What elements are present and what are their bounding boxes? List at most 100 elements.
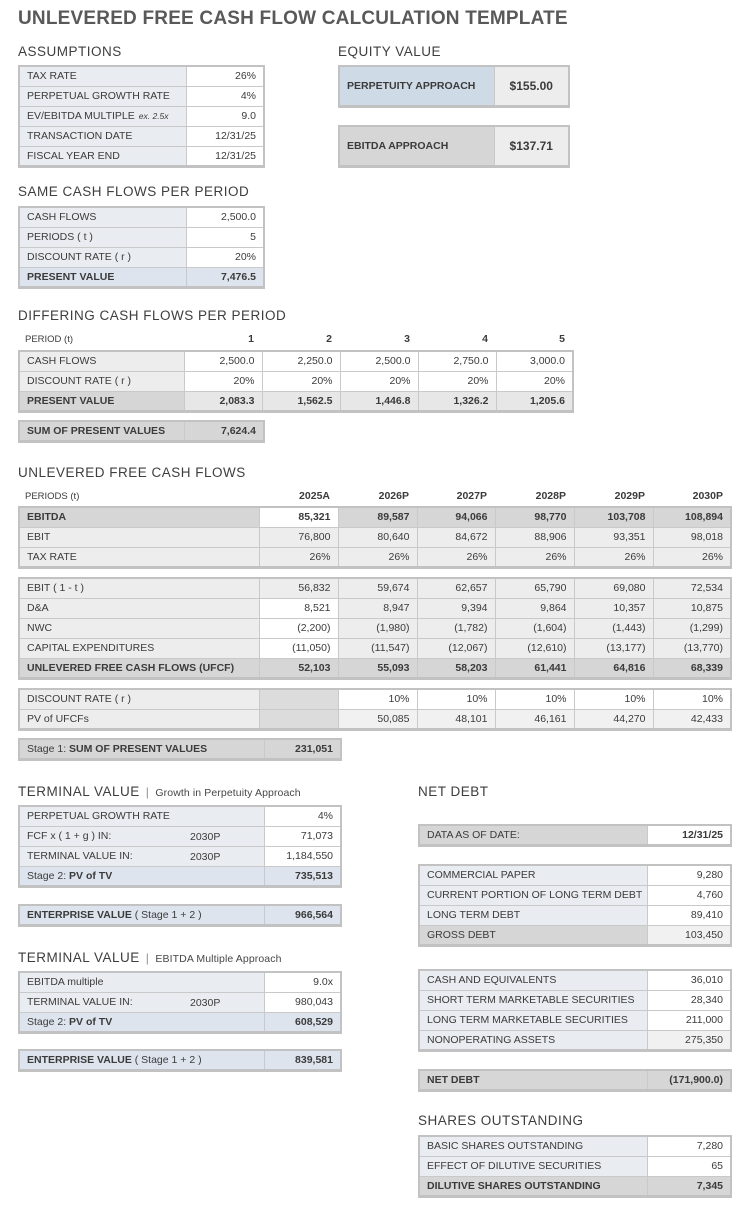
value-cell[interactable]: 89,587 bbox=[337, 506, 418, 528]
value-cell[interactable]: 8,947 bbox=[337, 597, 418, 619]
value-cell[interactable]: 28,340 bbox=[646, 989, 732, 1011]
row-label-cell[interactable]: EBIT ( 1 - t ) bbox=[18, 577, 260, 599]
row-label-cell[interactable]: CASH AND EQUIVALENTS bbox=[418, 969, 648, 991]
value-cell[interactable]: 1,184,550 bbox=[263, 845, 342, 867]
value-cell[interactable]: 26% bbox=[416, 546, 496, 568]
row-label-cell[interactable]: PV of UFCFs bbox=[18, 708, 260, 730]
enterprise-value-value-cell[interactable]: 966,564 bbox=[263, 904, 342, 926]
value-cell[interactable]: (12,610) bbox=[494, 637, 575, 659]
value-cell[interactable]: 44,270 bbox=[573, 708, 654, 730]
value-cell[interactable]: 26% bbox=[573, 546, 654, 568]
value-cell[interactable]: 85,321 bbox=[258, 506, 339, 528]
row-label-cell[interactable]: NWC bbox=[18, 617, 260, 639]
row-label-cell[interactable]: EFFECT OF DILUTIVE SECURITIES bbox=[418, 1155, 648, 1177]
value-cell[interactable]: 65 bbox=[646, 1155, 732, 1177]
row-label-cell[interactable]: DISCOUNT RATE ( r ) bbox=[18, 370, 185, 392]
value-cell[interactable]: (1,299) bbox=[652, 617, 732, 639]
value-cell[interactable]: 59,674 bbox=[337, 577, 418, 599]
row-label-cell[interactable]: LONG TERM DEBT bbox=[418, 904, 648, 926]
row-label-cell[interactable]: EV/EBITDA MULTIPLE ex. 2.5x bbox=[18, 105, 187, 127]
value-cell[interactable]: 26% bbox=[652, 546, 732, 568]
value-cell[interactable]: (1,443) bbox=[573, 617, 654, 639]
ebitda-approach-value-cell[interactable]: $137.71 bbox=[493, 125, 570, 167]
value-cell[interactable]: (13,177) bbox=[573, 637, 654, 659]
row-label-cell[interactable]: TERMINAL VALUE IN: 2030P bbox=[18, 991, 265, 1013]
net-debt-label-cell[interactable]: NET DEBT bbox=[418, 1069, 648, 1091]
value-cell[interactable]: 2,250.0 bbox=[261, 350, 341, 372]
row-label-cell[interactable]: FISCAL YEAR END bbox=[18, 145, 187, 167]
value-cell[interactable]: (1,980) bbox=[337, 617, 418, 639]
row-label-cell[interactable]: TAX RATE bbox=[18, 546, 260, 568]
sum-value-cell[interactable]: 7,624.4 bbox=[183, 420, 265, 442]
value-cell[interactable]: 42,433 bbox=[652, 708, 732, 730]
enterprise-value-value-cell[interactable]: 839,581 bbox=[263, 1049, 342, 1071]
value-cell[interactable]: 98,018 bbox=[652, 526, 732, 548]
value-cell[interactable]: 56,832 bbox=[258, 577, 339, 599]
data-as-of-date-value-cell[interactable]: 12/31/25 bbox=[646, 824, 732, 846]
value-cell[interactable]: 10% bbox=[652, 688, 732, 710]
value-cell[interactable]: 10% bbox=[573, 688, 654, 710]
value-cell[interactable]: 58,203 bbox=[416, 657, 496, 679]
value-cell[interactable]: (11,050) bbox=[258, 637, 339, 659]
row-label-cell[interactable]: NONOPERATING ASSETS bbox=[418, 1029, 648, 1051]
value-cell[interactable]: 93,351 bbox=[573, 526, 654, 548]
value-cell[interactable]: 48,101 bbox=[416, 708, 496, 730]
value-cell[interactable]: 2,500.0 bbox=[183, 350, 263, 372]
value-cell[interactable]: 4,760 bbox=[646, 884, 732, 906]
row-label-cell[interactable]: EBIT bbox=[18, 526, 260, 548]
row-label-cell[interactable]: COMMERCIAL PAPER bbox=[418, 864, 648, 886]
value-cell[interactable]: 26% bbox=[258, 546, 339, 568]
value-cell[interactable]: 71,073 bbox=[263, 825, 342, 847]
fiscal-year-end-value-cell[interactable]: 12/31/25 bbox=[185, 145, 265, 167]
sum-label-cell[interactable]: SUM OF PRESENT VALUES bbox=[18, 420, 185, 442]
value-cell[interactable]: 1,205.6 bbox=[495, 390, 574, 412]
value-cell[interactable]: 211,000 bbox=[646, 1009, 732, 1031]
value-cell[interactable]: 26% bbox=[337, 546, 418, 568]
row-label-cell[interactable]: EBITDA bbox=[18, 506, 260, 528]
value-cell[interactable]: 108,894 bbox=[652, 506, 732, 528]
value-cell[interactable]: 10% bbox=[494, 688, 575, 710]
stage2-value-cell[interactable]: 608,529 bbox=[263, 1011, 342, 1033]
enterprise-value-label-cell[interactable]: ENTERPRISE VALUE ( Stage 1 + 2 ) bbox=[18, 904, 265, 926]
value-cell[interactable]: 275,350 bbox=[646, 1029, 732, 1051]
value-cell[interactable]: 2,750.0 bbox=[417, 350, 497, 372]
value-cell[interactable]: (12,067) bbox=[416, 637, 496, 659]
ebitda-multiple-value-cell[interactable]: 9.0 bbox=[185, 105, 265, 127]
value-cell[interactable]: 36,010 bbox=[646, 969, 732, 991]
value-cell[interactable]: 9,394 bbox=[416, 597, 496, 619]
value-cell[interactable]: 46,161 bbox=[494, 708, 575, 730]
present-value-label-cell[interactable]: PRESENT VALUE bbox=[18, 390, 185, 412]
value-cell[interactable]: 50,085 bbox=[337, 708, 418, 730]
empty-cell[interactable] bbox=[258, 708, 339, 730]
value-cell[interactable]: 89,410 bbox=[646, 904, 732, 926]
present-value-value-cell[interactable]: 7,476.5 bbox=[185, 266, 265, 288]
row-label-cell[interactable]: TAX RATE bbox=[18, 65, 187, 87]
row-label-cell[interactable]: CURRENT PORTION OF LONG TERM DEBT bbox=[418, 884, 648, 906]
row-label-cell[interactable]: SHORT TERM MARKETABLE SECURITIES bbox=[418, 989, 648, 1011]
value-cell[interactable]: 61,441 bbox=[494, 657, 575, 679]
value-cell[interactable]: 20% bbox=[417, 370, 497, 392]
perpetuity-approach-label-cell[interactable]: PERPETUITY APPROACH bbox=[338, 65, 495, 107]
value-cell[interactable]: 9,864 bbox=[494, 597, 575, 619]
enterprise-value-label-cell[interactable]: ENTERPRISE VALUE ( Stage 1 + 2 ) bbox=[18, 1049, 265, 1071]
row-label-cell[interactable]: D&A bbox=[18, 597, 260, 619]
net-debt-value-cell[interactable]: (171,900.0) bbox=[646, 1069, 732, 1091]
value-cell[interactable]: (13,770) bbox=[652, 637, 732, 659]
row-label-cell[interactable]: EBITDA multiple bbox=[18, 971, 265, 993]
value-cell[interactable]: 80,640 bbox=[337, 526, 418, 548]
value-cell[interactable]: 88,906 bbox=[494, 526, 575, 548]
value-cell[interactable]: 3,000.0 bbox=[495, 350, 574, 372]
value-cell[interactable]: 2,083.3 bbox=[183, 390, 263, 412]
value-cell[interactable]: 10,357 bbox=[573, 597, 654, 619]
row-label-cell[interactable]: PERIODS ( t ) bbox=[18, 226, 187, 248]
value-cell[interactable]: 69,080 bbox=[573, 577, 654, 599]
value-cell[interactable]: 9,280 bbox=[646, 864, 732, 886]
row-label-cell[interactable]: PERPETUAL GROWTH RATE bbox=[18, 805, 265, 827]
growth-rate-value-cell[interactable]: 4% bbox=[185, 85, 265, 107]
value-cell[interactable]: 68,339 bbox=[652, 657, 732, 679]
value-cell[interactable]: 76,800 bbox=[258, 526, 339, 548]
value-cell[interactable]: 4% bbox=[263, 805, 342, 827]
discount-rate-value-cell[interactable]: 20% bbox=[185, 246, 265, 268]
value-cell[interactable]: 98,770 bbox=[494, 506, 575, 528]
value-cell[interactable]: 7,280 bbox=[646, 1135, 732, 1157]
